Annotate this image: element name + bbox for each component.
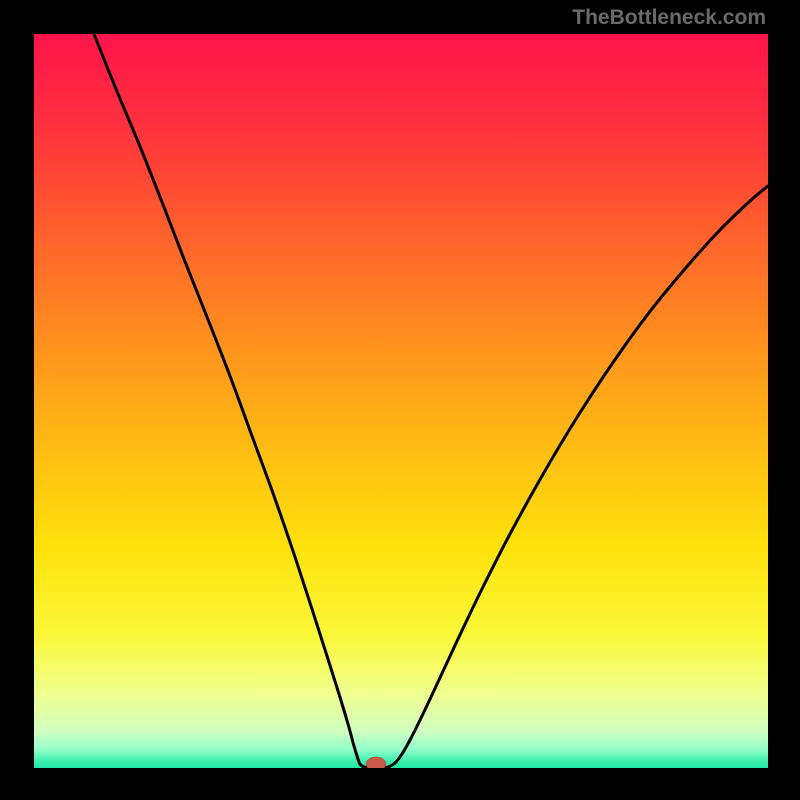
gradient-background bbox=[34, 34, 768, 768]
chart-container: TheBottleneck.com bbox=[0, 0, 800, 800]
plot-area bbox=[34, 34, 768, 768]
watermark-text: TheBottleneck.com bbox=[572, 6, 766, 30]
